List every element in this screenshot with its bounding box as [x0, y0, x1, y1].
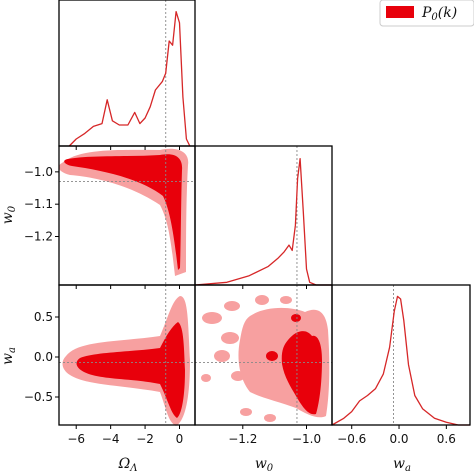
contour-island: [231, 371, 245, 381]
x-tick-label: −0.6: [337, 432, 366, 446]
y-tick-label: 0.5: [34, 310, 53, 324]
contour-island: [214, 350, 230, 362]
marginal-curve-Omega_Lambda: [68, 10, 191, 147]
x-tick-label: −1.2: [228, 432, 257, 446]
y-tick-label: −1.1: [24, 197, 53, 211]
marginal-curve-w0: [194, 158, 332, 286]
y-tick-label: 0.0: [34, 350, 53, 364]
contour-inner-wa-omega: [76, 322, 185, 418]
contour-blob: [266, 351, 278, 361]
panel-frame: [331, 284, 471, 426]
contour-wa-omega: [62, 296, 190, 426]
x-tick-label: 0: [176, 432, 184, 446]
contour-inner-w0-omega: [64, 154, 183, 270]
contour-island: [264, 414, 276, 422]
y-tick-label: −1.0: [24, 165, 53, 179]
axes: −6 −4 −2 0 −1.2 −1.0 −0.6 0.0 0.6 −1.0 −1.1 −1.2 0.5…: [24, 0, 471, 446]
contour-core: [281, 331, 322, 415]
marginal-curve-wa: [331, 295, 470, 426]
x-tick-label: −1.0: [292, 432, 321, 446]
marginal-curves: [68, 10, 470, 426]
contour-island: [201, 374, 211, 382]
contour-w0-omega: [58, 148, 189, 276]
contour-island: [224, 301, 240, 311]
legend-label: P0(k): [421, 5, 457, 23]
contour-inner-wa-w0: [266, 314, 322, 415]
contour-island: [240, 408, 252, 416]
x-tick-label: −6: [67, 432, 85, 446]
x-tick-label: −4: [102, 432, 120, 446]
y-tick-label: −1.2: [24, 230, 53, 244]
contour-island: [255, 295, 269, 305]
contour-island: [202, 312, 222, 324]
legend-swatch: [386, 6, 414, 18]
legend: P0(k): [379, 0, 474, 27]
contour-island: [221, 332, 239, 344]
x-tick-label: 0.0: [389, 432, 408, 446]
x-tick-label: −2: [136, 432, 154, 446]
contour-island: [280, 296, 292, 304]
y-tick-label: −0.5: [24, 390, 53, 404]
x-tick-label: 0.6: [437, 432, 456, 446]
contour-blob: [291, 314, 301, 322]
